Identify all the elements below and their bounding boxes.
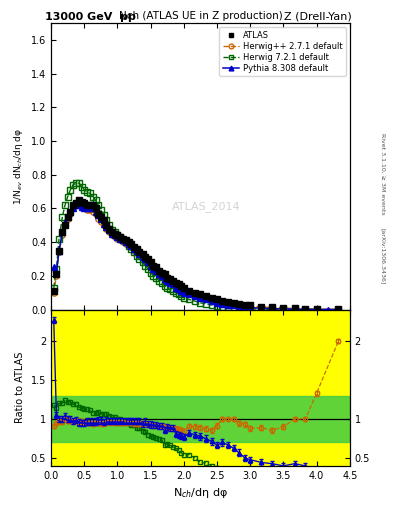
Line: ATLAS: ATLAS <box>51 198 341 312</box>
Herwig 7.2.1 default <box>82 187 86 193</box>
Herwig++ 2.7.1 default <box>137 252 142 259</box>
Pythia 8.308 default <box>270 306 274 312</box>
Bar <box>51 310 350 466</box>
Text: 13000 GeV  pp: 13000 GeV pp <box>45 12 136 22</box>
ATLAS <box>204 293 208 299</box>
Text: ATLAS_2014: ATLAS_2014 <box>172 201 241 212</box>
Pythia 8.308 default <box>74 202 79 208</box>
ATLAS <box>51 288 56 294</box>
Herwig 7.2.1 default <box>204 301 208 307</box>
Pythia 8.308 default <box>96 212 101 218</box>
ATLAS <box>74 200 79 206</box>
Pythia 8.308 default <box>160 273 164 279</box>
ATLAS <box>137 249 142 255</box>
Legend: ATLAS, Herwig++ 2.7.1 default, Herwig 7.2.1 default, Pythia 8.308 default: ATLAS, Herwig++ 2.7.1 default, Herwig 7.… <box>219 27 345 76</box>
ATLAS <box>336 306 341 312</box>
Line: Pythia 8.308 default: Pythia 8.308 default <box>51 202 341 312</box>
Text: Z (Drell-Yan): Z (Drell-Yan) <box>284 12 352 22</box>
Pythia 8.308 default <box>99 216 103 222</box>
ATLAS <box>77 197 81 203</box>
Herwig 7.2.1 default <box>281 306 286 312</box>
Herwig 7.2.1 default <box>51 285 56 291</box>
Herwig++ 2.7.1 default <box>74 202 79 208</box>
Title: Nch (ATLAS UE in Z production): Nch (ATLAS UE in Z production) <box>119 11 282 21</box>
Y-axis label: 1/N$_{ev}$ dN$_{ch}$/dη dφ: 1/N$_{ev}$ dN$_{ch}$/dη dφ <box>12 128 25 205</box>
Pythia 8.308 default <box>132 246 136 252</box>
Pythia 8.308 default <box>336 307 341 313</box>
Herwig++ 2.7.1 default <box>82 205 86 211</box>
Herwig++ 2.7.1 default <box>77 200 81 206</box>
X-axis label: N$_{ch}$/dη dφ: N$_{ch}$/dη dφ <box>173 486 228 500</box>
Text: Rivet 3.1.10, ≥ 3M events: Rivet 3.1.10, ≥ 3M events <box>381 133 386 215</box>
Herwig 7.2.1 default <box>74 180 79 186</box>
Herwig 7.2.1 default <box>77 180 81 186</box>
ATLAS <box>281 305 286 311</box>
Pythia 8.308 default <box>162 276 167 282</box>
Bar <box>51 396 350 442</box>
Line: Herwig 7.2.1 default: Herwig 7.2.1 default <box>51 181 341 312</box>
ATLAS <box>129 241 134 247</box>
Herwig++ 2.7.1 default <box>129 244 134 250</box>
Line: Herwig++ 2.7.1 default: Herwig++ 2.7.1 default <box>51 201 341 312</box>
Herwig 7.2.1 default <box>336 307 341 313</box>
Pythia 8.308 default <box>51 264 56 270</box>
Herwig++ 2.7.1 default <box>204 295 208 301</box>
Herwig 7.2.1 default <box>129 246 134 252</box>
Text: [arXiv:1306.3436]: [arXiv:1306.3436] <box>381 228 386 284</box>
ATLAS <box>82 200 86 206</box>
Herwig++ 2.7.1 default <box>281 305 286 311</box>
Y-axis label: Ratio to ATLAS: Ratio to ATLAS <box>15 352 25 423</box>
Herwig 7.2.1 default <box>137 256 142 262</box>
Herwig++ 2.7.1 default <box>51 290 56 296</box>
Herwig++ 2.7.1 default <box>336 306 341 312</box>
